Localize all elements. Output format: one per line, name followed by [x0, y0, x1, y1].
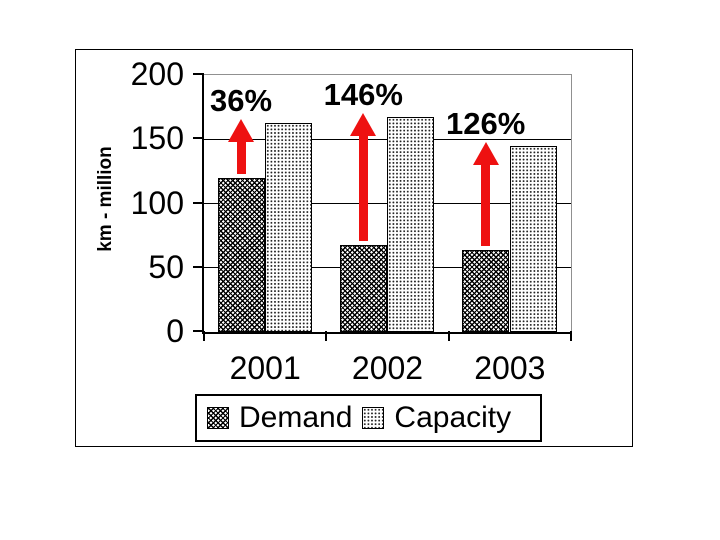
- arrow-head-icon: [350, 113, 377, 137]
- arrow-head-icon: [228, 118, 254, 142]
- arrow-shaft: [481, 162, 491, 246]
- y-tick-100: [193, 201, 204, 204]
- x-tick-0: [203, 331, 205, 341]
- percent-label-2001: 36%: [209, 82, 273, 118]
- arrow-head-icon: [472, 141, 499, 165]
- y-tick-label-150: 150: [130, 120, 184, 157]
- plot-area: 36% 146% 126%: [202, 74, 572, 334]
- y-tick-50: [193, 265, 204, 268]
- legend-swatch-capacity-icon: [362, 407, 385, 429]
- bar-capacity-2003: [509, 145, 557, 332]
- bar-demand-2003: [462, 249, 510, 332]
- x-category-label-2003: 2003: [474, 350, 546, 386]
- percent-label-2003: 126%: [446, 105, 526, 141]
- y-tick-label-50: 50: [148, 248, 184, 285]
- y-tick-0: [193, 330, 204, 332]
- x-category-label-2002: 2002: [351, 350, 424, 386]
- legend-label-demand: Demand: [239, 401, 353, 434]
- y-tick-150: [193, 137, 204, 140]
- bar-capacity-2002: [387, 117, 435, 332]
- x-tick-1: [325, 331, 328, 341]
- y-tick-label-200: 200: [130, 56, 184, 92]
- legend: Demand Capacity: [195, 394, 542, 442]
- y-tick-200: [193, 73, 204, 75]
- legend-swatch-demand-icon: [207, 407, 229, 429]
- arrow-shaft: [358, 134, 368, 241]
- bar-capacity-2001: [265, 122, 312, 332]
- bar-demand-2002: [339, 244, 387, 332]
- x-category-label-2001: 2001: [229, 350, 301, 386]
- x-tick-3: [570, 331, 572, 341]
- legend-label-capacity: Capacity: [394, 401, 512, 434]
- arrow-shaft: [236, 139, 246, 174]
- percent-label-2002: 146%: [323, 77, 403, 113]
- y-tick-label-100: 100: [130, 184, 184, 221]
- growth-arrow-2003-icon: [472, 141, 499, 246]
- growth-arrow-2001-icon: [228, 118, 254, 174]
- bar-demand-2001: [217, 177, 265, 332]
- y-tick-label-0: 0: [166, 313, 184, 349]
- growth-arrow-2002-icon: [350, 113, 377, 241]
- x-tick-2: [447, 331, 450, 341]
